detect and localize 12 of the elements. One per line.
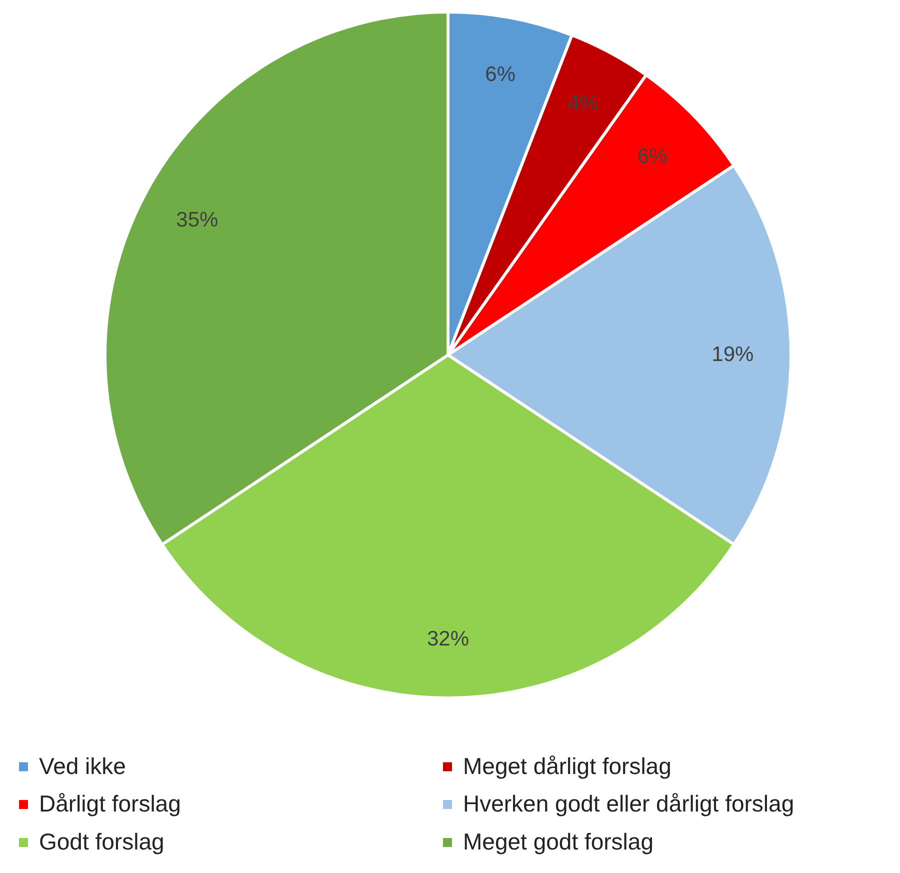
- legend-label: Meget godt forslag: [463, 828, 654, 854]
- legend-label: Hverken godt eller dårligt forslag: [463, 790, 794, 816]
- legend-label: Godt forslag: [39, 828, 164, 854]
- legend-label: Dårligt forslag: [39, 790, 181, 816]
- legend-label: Meget dårligt forslag: [463, 752, 672, 779]
- data-label: 19%: [712, 343, 754, 366]
- data-label: 6%: [637, 144, 668, 168]
- data-label: 35%: [176, 208, 218, 232]
- legend-label: Ved ikke: [39, 752, 126, 779]
- data-label: 32%: [426, 628, 470, 651]
- data-label: 4%: [568, 92, 598, 116]
- data-label: 6%: [485, 63, 516, 86]
